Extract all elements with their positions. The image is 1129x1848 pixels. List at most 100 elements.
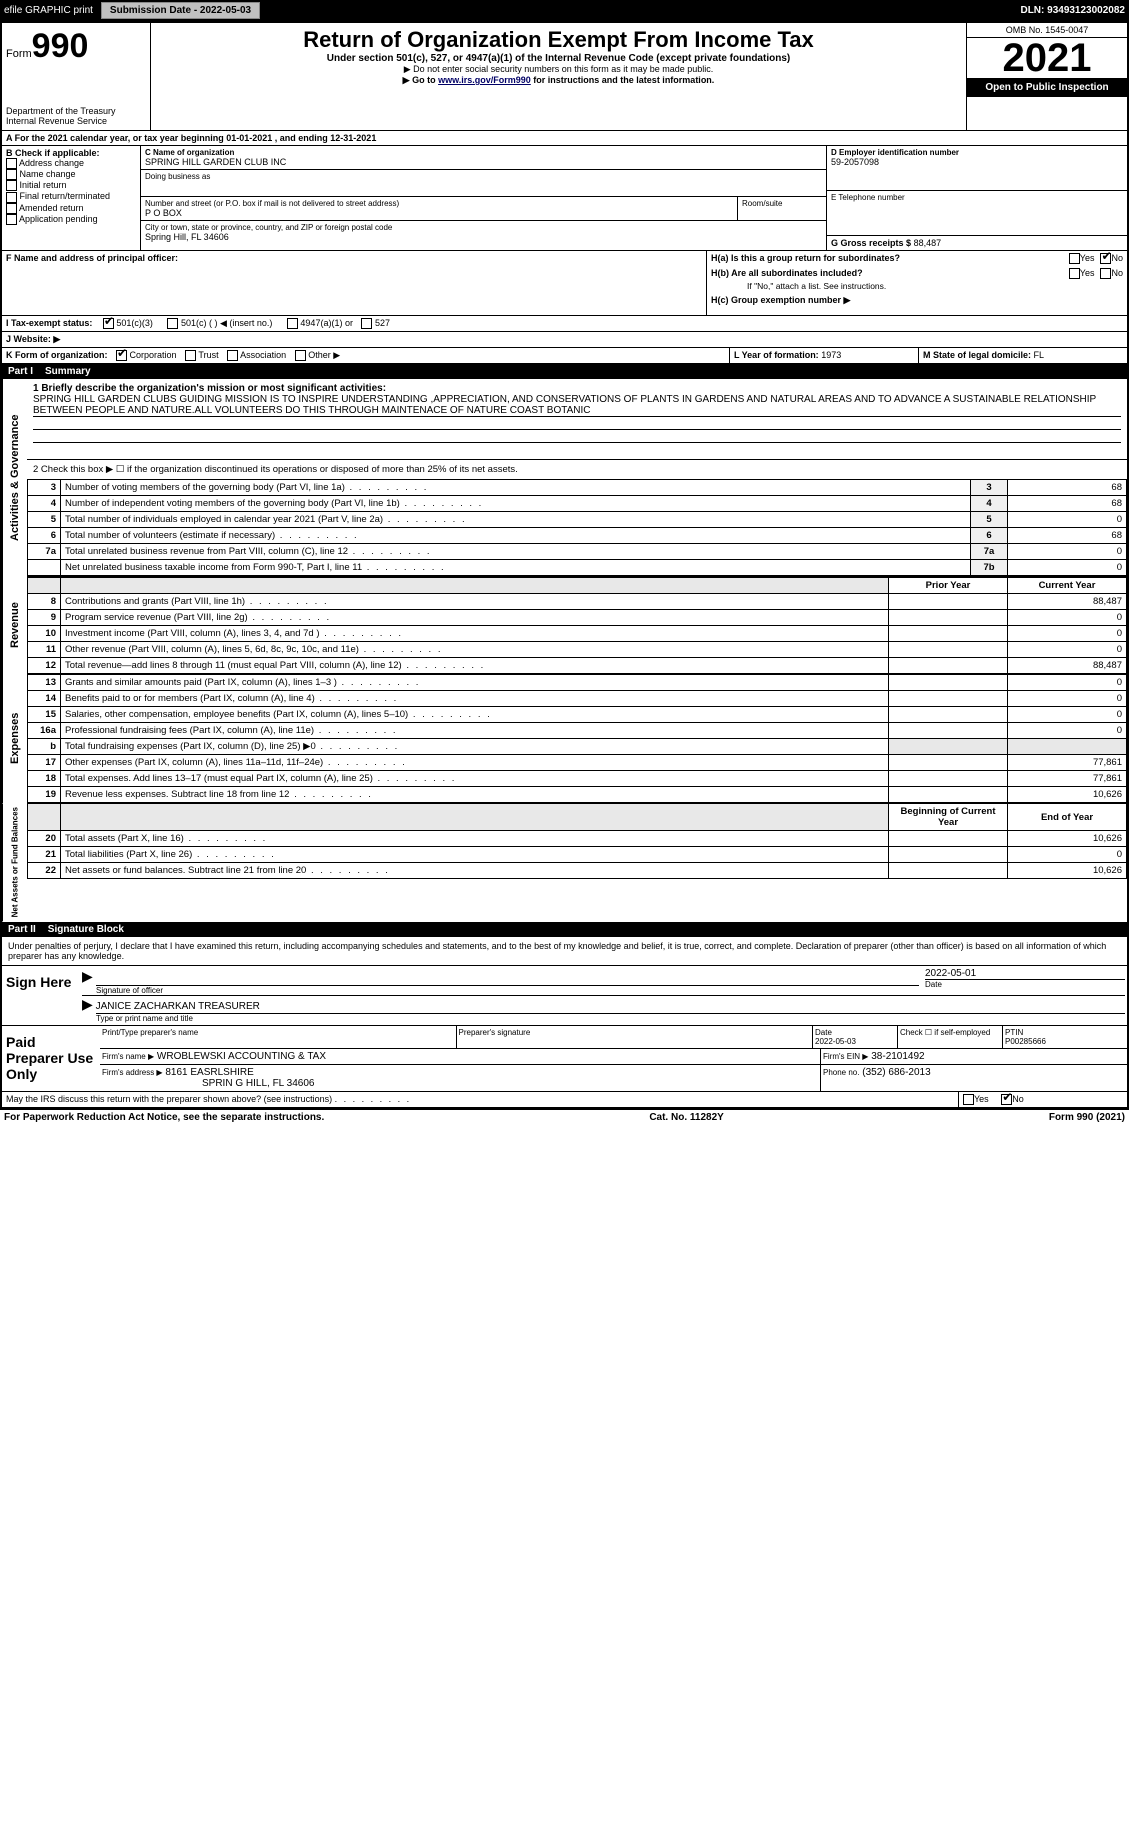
section-netassets: Net Assets or Fund Balances Beginning of… — [2, 803, 1127, 921]
firm-addr-label: Firm's address ▶ — [102, 1068, 163, 1077]
table-row: 18Total expenses. Add lines 13–17 (must … — [28, 771, 1127, 787]
box-m-label: M State of legal domicile: — [923, 350, 1034, 360]
phone-label: Phone no. — [823, 1068, 859, 1077]
cb-address-change[interactable]: Address change — [6, 158, 136, 169]
box-k-label: K Form of organization: — [6, 350, 108, 360]
cb-final-return[interactable]: Final return/terminated — [6, 191, 136, 202]
form-subtitle: Under section 501(c), 527, or 4947(a)(1)… — [155, 53, 962, 64]
box-i-label: I Tax-exempt status: — [6, 318, 92, 328]
header-title-block: Return of Organization Exempt From Incom… — [151, 23, 966, 130]
paid-preparer-block: Paid Preparer Use Only Print/Type prepar… — [2, 1026, 1127, 1092]
h-b-no[interactable]: No — [1100, 268, 1123, 279]
gross-receipts: 88,487 — [914, 238, 942, 248]
part2-num: Part II — [8, 924, 36, 935]
cb-assoc[interactable]: Association — [227, 350, 286, 360]
dln-label: DLN: 93493123002082 — [1020, 5, 1125, 16]
mission-blank-3 — [33, 443, 1121, 455]
h-a-no[interactable]: No — [1100, 253, 1123, 264]
col-beginning: Beginning of Current Year — [889, 804, 1008, 831]
col-end: End of Year — [1008, 804, 1127, 831]
submission-date-button[interactable]: Submission Date - 2022-05-03 — [101, 2, 260, 19]
box-j-label: J Website: ▶ — [2, 332, 1127, 347]
h-note: If "No," attach a list. See instructions… — [707, 281, 1127, 293]
cb-527[interactable]: 527 — [361, 318, 390, 328]
mission-blank-2 — [33, 430, 1121, 443]
section-expenses: Expenses 13Grants and similar amounts pa… — [2, 674, 1127, 803]
cb-initial-return[interactable]: Initial return — [6, 180, 136, 191]
arrow-icon-2: ▶ — [82, 996, 93, 1012]
footer-mid: Cat. No. 11282Y — [649, 1112, 723, 1123]
irs-label: Internal Revenue Service — [6, 116, 146, 126]
street-value: P O BOX — [145, 208, 733, 218]
table-row: 22Net assets or fund balances. Subtract … — [28, 863, 1127, 879]
firm-city: SPRIN G HILL, FL 34606 — [102, 1078, 818, 1089]
table-row: 8Contributions and grants (Part VIII, li… — [28, 594, 1127, 610]
box-deg: D Employer identification number 59-2057… — [827, 146, 1127, 250]
table-row: 19Revenue less expenses. Subtract line 1… — [28, 787, 1127, 803]
table-row: 7aTotal unrelated business revenue from … — [28, 544, 1127, 560]
dots-icon — [335, 1094, 412, 1104]
line-a-text: A For the 2021 calendar year, or tax yea… — [2, 131, 1127, 145]
part1-header: Part I Summary — [2, 364, 1127, 379]
na-table: Beginning of Current Year End of Year 20… — [27, 803, 1127, 879]
org-name: SPRING HILL GARDEN CLUB INC — [145, 157, 822, 167]
cb-initial-return-label: Initial return — [20, 180, 67, 190]
dept-label: Department of the Treasury — [6, 106, 146, 116]
no-label: No — [1111, 253, 1123, 263]
ptin-label: PTIN — [1005, 1028, 1125, 1037]
note2-post: for instructions and the latest informat… — [531, 75, 715, 85]
phone-value: (352) 686-2013 — [862, 1067, 930, 1078]
discuss-yes[interactable]: Yes — [963, 1094, 989, 1104]
h-b-yes[interactable]: Yes — [1069, 268, 1095, 279]
cb-corp[interactable]: Corporation — [116, 350, 177, 360]
opt-trust: Trust — [198, 350, 218, 360]
prep-date-value: 2022-05-03 — [815, 1037, 895, 1046]
table-row: 9Program service revenue (Part VIII, lin… — [28, 610, 1127, 626]
cb-amended[interactable]: Amended return — [6, 203, 136, 214]
sig-officer-label: Signature of officer — [96, 985, 919, 995]
table-row: 17Other expenses (Part IX, column (A), l… — [28, 755, 1127, 771]
table-row: bTotal fundraising expenses (Part IX, co… — [28, 739, 1127, 755]
header-right: OMB No. 1545-0047 2021 Open to Public In… — [966, 23, 1127, 130]
year-formation: 1973 — [821, 350, 841, 360]
cb-4947[interactable]: 4947(a)(1) or — [287, 318, 353, 328]
part2-title: Signature Block — [48, 924, 124, 935]
box-c: C Name of organization SPRING HILL GARDE… — [141, 146, 827, 250]
sig-date-value: 2022-05-01 — [925, 968, 1125, 979]
box-f: F Name and address of principal officer: — [2, 251, 707, 315]
table-row: 3Number of voting members of the governi… — [28, 480, 1127, 496]
cb-app-pending[interactable]: Application pending — [6, 214, 136, 225]
box-d-label: D Employer identification number — [831, 148, 1123, 157]
instructions-link[interactable]: www.irs.gov/Form990 — [438, 75, 531, 85]
arrow-icon: ▶ — [82, 968, 93, 984]
firm-name-label: Firm's name ▶ — [102, 1052, 154, 1061]
discuss-no[interactable]: No — [1001, 1094, 1024, 1104]
rev-table: Prior Year Current Year 8Contributions a… — [27, 576, 1127, 674]
self-employed-check[interactable]: Check ☐ if self-employed — [898, 1026, 1003, 1048]
cb-501c3[interactable]: 501(c)(3) — [103, 318, 153, 328]
city-value: Spring Hill, FL 34606 — [145, 232, 822, 242]
discuss-no-label: No — [1012, 1094, 1024, 1104]
box-g-label: G Gross receipts $ — [831, 238, 911, 248]
cb-501c[interactable]: 501(c) ( ) ◀ (insert no.) — [167, 318, 272, 328]
efile-top-bar: efile GRAPHIC print Submission Date - 20… — [0, 0, 1129, 21]
line-a: A For the 2021 calendar year, or tax yea… — [2, 131, 1127, 146]
discuss-row: May the IRS discuss this return with the… — [2, 1092, 1127, 1108]
cb-other[interactable]: Other ▶ — [295, 350, 340, 360]
h-b-label: H(b) Are all subordinates included? — [711, 268, 1069, 279]
h-a-yes[interactable]: Yes — [1069, 253, 1095, 264]
efile-label: efile GRAPHIC print — [4, 5, 93, 16]
discuss-yes-label: Yes — [974, 1094, 989, 1104]
table-row: 13Grants and similar amounts paid (Part … — [28, 675, 1127, 691]
sig-date-label: Date — [925, 979, 1125, 989]
cb-trust[interactable]: Trust — [185, 350, 219, 360]
section-governance: Activities & Governance 1 Briefly descri… — [2, 379, 1127, 576]
form-prefix: Form — [6, 48, 32, 60]
ein-value: 59-2057098 — [831, 157, 1123, 167]
box-b-label: B Check if applicable: — [6, 148, 136, 158]
cb-name-change[interactable]: Name change — [6, 169, 136, 180]
box-l-label: L Year of formation: — [734, 350, 821, 360]
entity-block: B Check if applicable: Address change Na… — [2, 146, 1127, 251]
discuss-q: May the IRS discuss this return with the… — [6, 1094, 332, 1104]
table-row: 15Salaries, other compensation, employee… — [28, 707, 1127, 723]
